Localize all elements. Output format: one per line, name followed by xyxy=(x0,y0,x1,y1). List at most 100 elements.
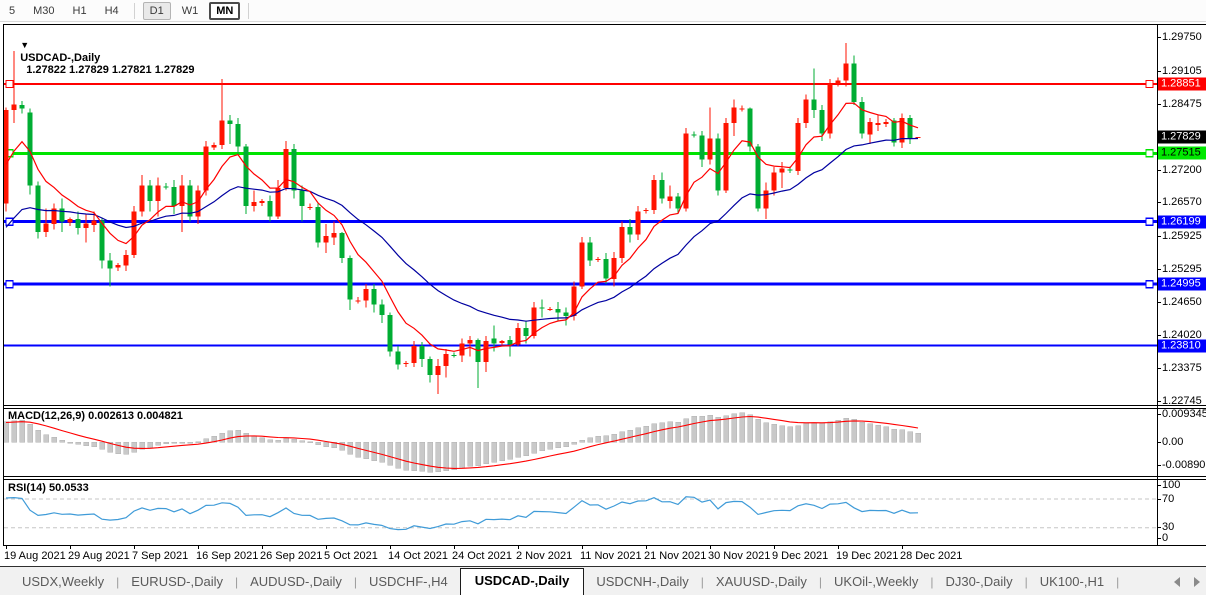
price-axis-label: 1.24650 xyxy=(1162,296,1202,308)
chart-tab-ukoil-weekly[interactable]: UKOil-,Weekly xyxy=(834,574,919,589)
macd-panel-top-border[interactable] xyxy=(3,408,1206,409)
chart-title-symbol: USDCAD-,Daily xyxy=(20,52,101,64)
chart-title: ▼ USDCAD-,Daily 1.27822 1.27829 1.27821 … xyxy=(8,28,194,88)
macd-panel[interactable] xyxy=(4,409,1157,476)
date-axis-tick xyxy=(582,545,583,549)
tabs-scroll-left-icon[interactable] xyxy=(1174,577,1180,587)
main-panel-bottom-border xyxy=(3,405,1206,406)
chart-title-ohlc: 1.27822 1.27829 1.27821 1.27829 xyxy=(26,64,195,76)
rsi-axis-tick xyxy=(1157,538,1161,539)
date-axis-tick xyxy=(262,545,263,549)
level-price-badge: 1.26199 xyxy=(1158,215,1206,229)
chart-tab-usdcad-daily[interactable]: USDCAD-,Daily xyxy=(459,568,585,595)
price-axis-label: 1.27200 xyxy=(1162,164,1202,176)
rsi-axis-label: 70 xyxy=(1162,493,1175,505)
price-axis-label: 1.22745 xyxy=(1162,395,1202,407)
main-panel-top-border xyxy=(3,24,1206,25)
tab-separator: | xyxy=(353,575,357,589)
date-axis-tick xyxy=(454,545,455,549)
timeframe-button-h1[interactable]: H1 xyxy=(72,4,87,17)
level-price-badge: 1.23810 xyxy=(1158,339,1206,353)
tab-separator: | xyxy=(930,575,934,589)
macd-axis-label: 0.009345 xyxy=(1162,408,1206,420)
chart-tab-audusd-daily[interactable]: AUDUSD-,Daily xyxy=(250,574,342,589)
rsi-axis-label: 0 xyxy=(1162,532,1169,544)
chart-tab-dj30-daily[interactable]: DJ30-,Daily xyxy=(945,574,1013,589)
chart-tab-eurusd-daily[interactable]: EURUSD-,Daily xyxy=(131,574,223,589)
macd-histogram xyxy=(4,412,921,473)
price-axis-tick xyxy=(1157,368,1161,369)
date-axis-tick xyxy=(6,545,7,549)
price-axis-label: 1.29750 xyxy=(1162,31,1202,43)
price-axis-tick xyxy=(1157,302,1161,303)
price-axis-tick xyxy=(1157,269,1161,270)
date-axis-label: 14 Oct 2021 xyxy=(388,550,448,562)
date-axis-label: 2 Nov 2021 xyxy=(516,550,573,562)
rsi-level-lines xyxy=(4,498,1157,529)
date-axis-label: 28 Dec 2021 xyxy=(900,550,963,562)
tabs-scroll-right-icon[interactable] xyxy=(1194,577,1200,587)
date-axis-label: 5 Oct 2021 xyxy=(324,550,378,562)
date-axis-label: 11 Nov 2021 xyxy=(580,550,642,562)
timeframe-button-h4[interactable]: H4 xyxy=(104,4,119,17)
chart-left-border xyxy=(3,24,4,545)
symbol-dropdown-icon[interactable]: ▼ xyxy=(20,40,30,50)
toolbar-separator xyxy=(133,2,135,19)
price-axis-tick xyxy=(1157,236,1161,237)
date-axis-tick xyxy=(902,545,903,549)
price-axis-tick xyxy=(1157,37,1161,38)
date-axis-tick xyxy=(838,545,839,549)
date-axis-label: 16 Sep 2021 xyxy=(196,550,259,562)
macd-indicator-label: MACD(12,26,9) 0.002613 0.004821 xyxy=(8,410,183,422)
rsi-indicator-label: RSI(14) 50.0533 xyxy=(8,482,89,494)
price-axis-tick xyxy=(1157,104,1161,105)
date-axis-tick xyxy=(646,545,647,549)
current-price-badge: 1.27829 xyxy=(1158,130,1206,144)
level-price-badge: 1.27515 xyxy=(1158,146,1206,160)
toolbar-separator xyxy=(248,2,250,19)
timeframe-button-m30[interactable]: M30 xyxy=(33,4,55,17)
date-axis-label: 29 Aug 2021 xyxy=(68,550,130,562)
date-axis-label: 21 Nov 2021 xyxy=(644,550,707,562)
rsi-axis-tick xyxy=(1157,485,1161,486)
chart-tab-usdchf-h4[interactable]: USDCHF-,H4 xyxy=(368,574,448,589)
macd-axis-label: -0.00890 xyxy=(1162,459,1206,471)
price-axis-tick xyxy=(1157,71,1161,72)
ma-slow-line xyxy=(5,137,919,322)
price-axis-tick xyxy=(1157,401,1161,402)
chart-tab-usdcnh-daily[interactable]: USDCNH-,Daily xyxy=(596,574,689,589)
chart-tab-usdx-weekly[interactable]: USDX,Weekly xyxy=(22,574,105,589)
chart-tab-uk100-h1[interactable]: UK100-,H1 xyxy=(1039,574,1105,589)
date-axis-tick xyxy=(326,545,327,549)
rsi-axis-label: 30 xyxy=(1162,521,1175,533)
main-chart[interactable] xyxy=(4,25,1157,405)
rsi-axis-tick xyxy=(1157,499,1161,500)
rsi-panel-top-border[interactable] xyxy=(3,479,1206,480)
timeframe-button-d1[interactable]: D1 xyxy=(142,1,171,20)
price-axis-label: 1.29105 xyxy=(1162,65,1202,77)
tab-separator: | xyxy=(700,575,704,589)
tab-separator: | xyxy=(1024,575,1028,589)
date-axis-tick xyxy=(774,545,775,549)
date-axis-label: 24 Oct 2021 xyxy=(452,550,512,562)
rsi-panel[interactable] xyxy=(4,480,1157,545)
price-axis-label: 1.23375 xyxy=(1162,362,1202,374)
support-resistance-lines[interactable] xyxy=(4,79,1157,347)
rsi-axis-tick xyxy=(1157,527,1161,528)
tab-separator: | xyxy=(116,575,120,589)
price-axis-tick xyxy=(1157,202,1161,203)
timeframe-button-w1[interactable]: W1 xyxy=(181,4,199,17)
date-axis-tick xyxy=(390,545,391,549)
level-price-badge: 1.24995 xyxy=(1158,277,1206,291)
chart-tab-bar: USDX,Weekly | EURUSD-,Daily | AUDUSD-,Daily |… xyxy=(0,566,1206,595)
level-price-badge: 1.28851 xyxy=(1158,77,1206,91)
macd-axis-tick xyxy=(1157,414,1161,415)
timeframe-button-mn[interactable]: MN xyxy=(209,1,241,20)
ma-fast-line xyxy=(5,102,919,352)
timeframe-button-5[interactable]: 5 xyxy=(9,4,16,17)
date-axis-label: 9 Dec 2021 xyxy=(772,550,829,562)
price-axis-tick xyxy=(1157,170,1161,171)
chart-tab-xauusd-daily[interactable]: XAUUSD-,Daily xyxy=(715,574,807,589)
tab-separator: | xyxy=(818,575,823,589)
date-axis-tick xyxy=(198,545,199,549)
